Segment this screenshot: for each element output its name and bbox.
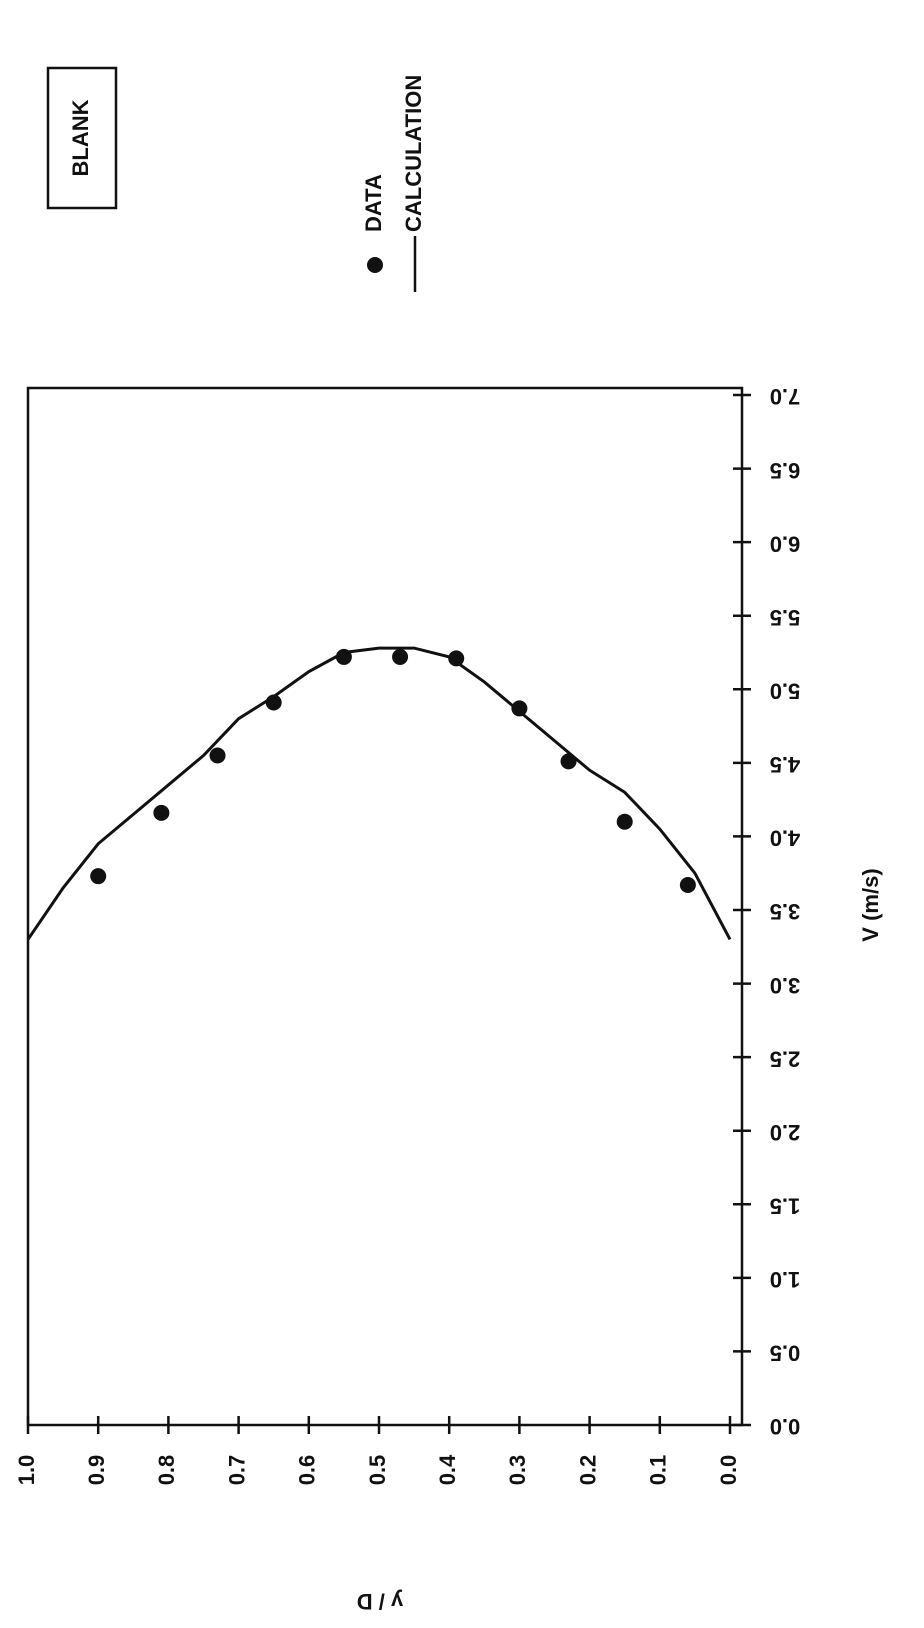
- y-tick-label: 7.0: [770, 384, 801, 409]
- data-point: [392, 649, 408, 665]
- y-tick-label: 0.5: [770, 1341, 801, 1366]
- chart: BLANK y / D V (m/s) 0.0 0.1 0.2 0.3 0.4 0.5 0.…: [0, 0, 924, 1628]
- x-tick-label: 0.9: [84, 1455, 109, 1486]
- x-tick-label: 0.0: [716, 1455, 741, 1486]
- data-point: [680, 877, 696, 893]
- y-tick-label: 5.0: [770, 678, 801, 703]
- data-point: [210, 748, 226, 764]
- y-tick-label: 3.5: [770, 899, 801, 924]
- data-point: [90, 868, 106, 884]
- y-tick-label: 0.0: [770, 1414, 801, 1439]
- x-tick-label: 0.7: [224, 1455, 249, 1486]
- x-axis-title: y / D: [357, 1589, 403, 1614]
- y-axis-title: V (m/s): [858, 868, 883, 941]
- x-tick-label: 0.3: [505, 1455, 530, 1486]
- data-point: [617, 814, 633, 830]
- y-tick-label: 3.0: [770, 973, 801, 998]
- legend-label: DATA: [361, 174, 386, 232]
- y-tick-label: 2.5: [770, 1046, 801, 1071]
- y-tick-label: 6.0: [770, 531, 801, 556]
- label-box-text: BLANK: [68, 99, 93, 176]
- y-tick-label: 4.5: [770, 752, 801, 777]
- legend-label: CALCULATION: [401, 75, 426, 232]
- plot-frame: [28, 388, 742, 1425]
- x-tick-label: 0.8: [154, 1455, 179, 1486]
- x-tick-label: 0.1: [646, 1455, 671, 1486]
- calc-line: [28, 648, 730, 939]
- x-tick-label: 0.5: [365, 1455, 390, 1486]
- x-tick-label: 0.6: [295, 1455, 320, 1486]
- y-tick-label: 1.0: [770, 1267, 801, 1292]
- legend-marker: [367, 257, 383, 273]
- x-tick-label: 1.0: [14, 1455, 39, 1486]
- x-tick-label: 0.4: [435, 1454, 460, 1485]
- data-point: [153, 805, 169, 821]
- y-tick-label: 1.5: [770, 1193, 801, 1218]
- y-tick-label: 4.0: [770, 826, 801, 851]
- y-tick-label: 2.0: [770, 1120, 801, 1145]
- x-tick-label: 0.2: [575, 1455, 600, 1486]
- y-tick-label: 5.5: [770, 605, 801, 630]
- y-tick-label: 6.5: [770, 458, 801, 483]
